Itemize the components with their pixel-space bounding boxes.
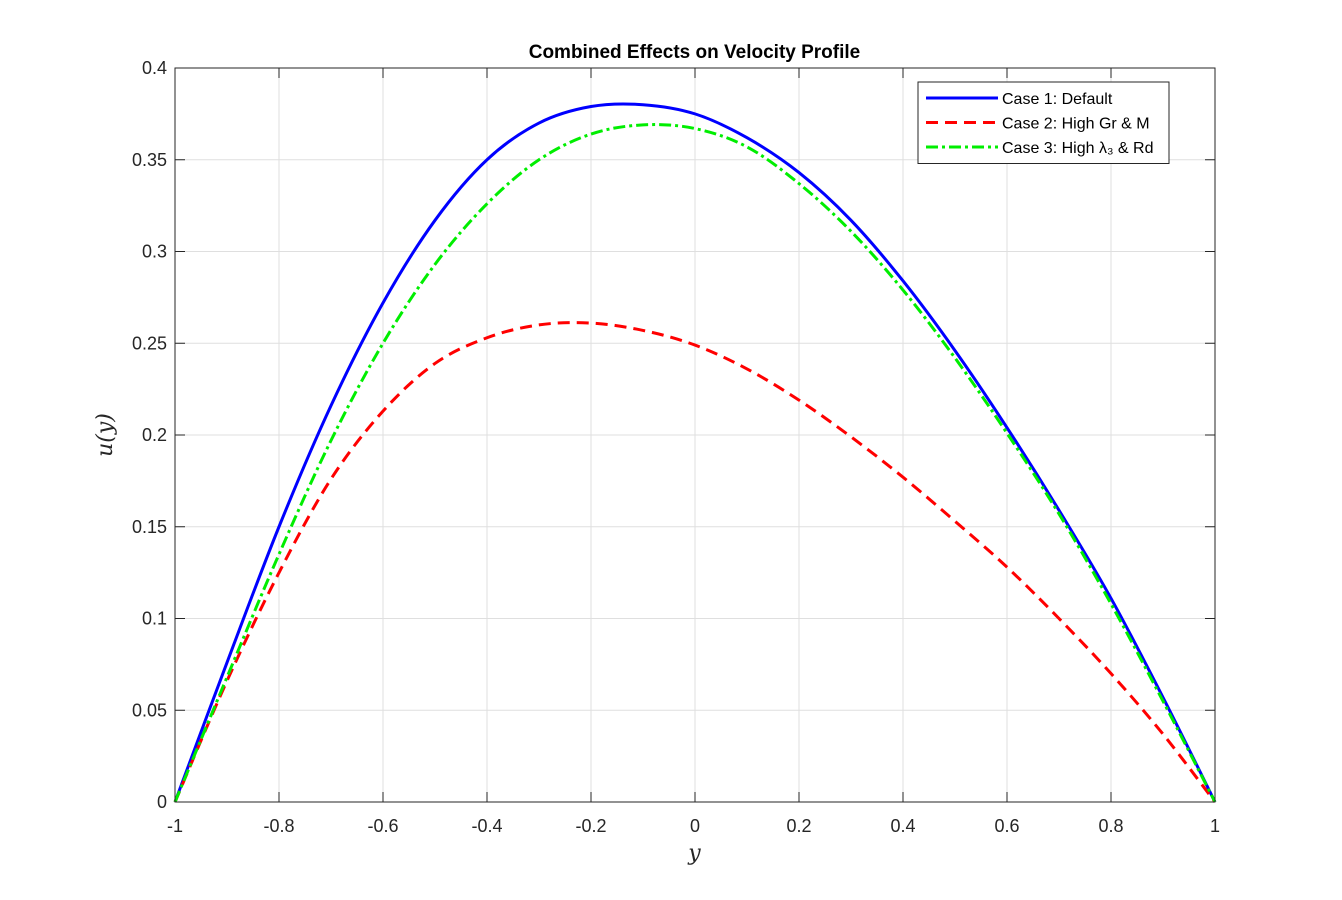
legend-label-2: Case 2: High Gr & M — [1002, 116, 1150, 133]
series-line-1 — [173, 102, 1217, 803]
chart-title: Combined Effects on Velocity Profile — [529, 42, 861, 63]
y-tick-label: 0.05 — [132, 700, 167, 720]
plot-area: -1 -0.8 -0.6 -0.4 -0.2 0 0.2 0.4 0.6 0.8 1 0 0.05 0.… — [132, 58, 1220, 836]
x-tick-label: 0.4 — [890, 816, 915, 836]
y-axis-label: u(y) — [93, 413, 118, 457]
y-tick-labels: 0 0.05 0.1 0.15 0.2 0.25 0.3 0.35 0.4 — [132, 58, 167, 812]
x-axis-label: y — [687, 841, 701, 866]
x-tick-label: -0.2 — [575, 816, 606, 836]
y-tick-label: 0.35 — [132, 150, 167, 170]
x-tick-label: -1 — [167, 816, 183, 836]
legend-label-3: Case 3: High λ₃ & Rd — [1002, 140, 1153, 157]
x-tick-label: 0.8 — [1098, 816, 1123, 836]
y-tick-label: 0.1 — [142, 609, 167, 629]
y-tick-label: 0 — [157, 792, 167, 812]
x-tick-label: -0.6 — [367, 816, 398, 836]
x-tick-label: 0.2 — [786, 816, 811, 836]
x-tick-label: -0.8 — [263, 816, 294, 836]
y-tick-label: 0.25 — [132, 333, 167, 353]
legend-label-1: Case 1: Default — [1002, 91, 1113, 108]
legend: Case 1: Default Case 2: High Gr & M Case 3… — [917, 81, 1170, 164]
series-line-3 — [173, 123, 1217, 803]
y-tick-label: 0.4 — [142, 58, 167, 78]
x-tick-labels: -1 -0.8 -0.6 -0.4 -0.2 0 0.2 0.4 0.6 0.8 1 — [167, 816, 1220, 836]
x-tick-label: -0.4 — [471, 816, 502, 836]
y-tick-label: 0.15 — [132, 517, 167, 537]
series-layer — [173, 102, 1217, 803]
tick-marks — [174, 67, 1216, 803]
y-tick-label: 0.3 — [142, 242, 167, 262]
legend-box — [917, 81, 1170, 164]
x-tick-label: 1 — [1210, 816, 1220, 836]
x-tick-label: 0.6 — [994, 816, 1019, 836]
x-tick-label: 0 — [690, 816, 700, 836]
y-tick-label: 0.2 — [142, 425, 167, 445]
